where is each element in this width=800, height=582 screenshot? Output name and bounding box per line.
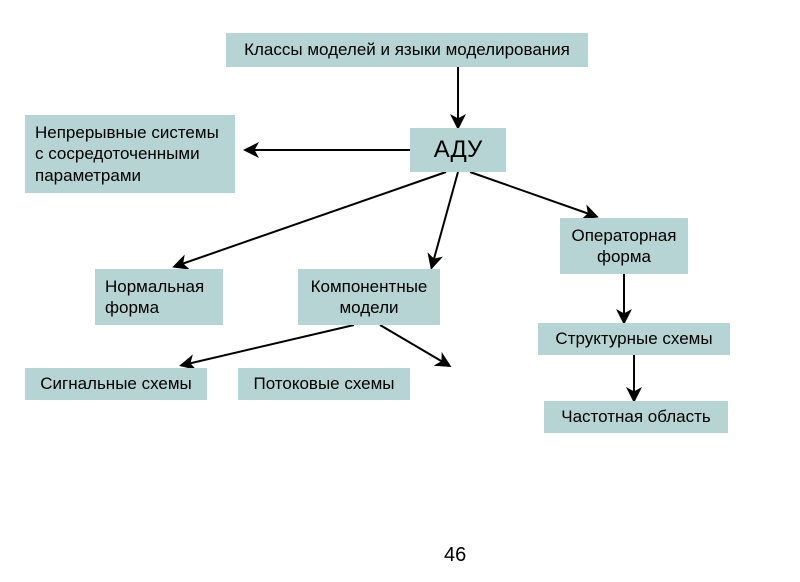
node-struct: Структурные схемы — [538, 323, 730, 355]
node-freq: Частотная область — [544, 401, 728, 433]
node-flow: Потоковые схемы — [238, 368, 410, 400]
diagram-canvas: Классы моделей и языки моделирования Непр… — [0, 0, 800, 582]
node-adu: АДУ — [410, 128, 506, 172]
node-title: Классы моделей и языки моделирования — [226, 33, 588, 67]
node-component: Компонентные модели — [298, 269, 440, 325]
edge-adu-operator — [470, 172, 595, 216]
node-cont: Непрерывные системы с сосредоточенными п… — [25, 115, 235, 193]
node-signal: Сигнальные схемы — [25, 368, 207, 400]
edge-component-signal — [183, 325, 354, 365]
edge-adu-component — [432, 172, 458, 266]
page-number: 46 — [444, 544, 466, 567]
node-normal: Нормальная форма — [95, 269, 223, 325]
edge-component-flow — [380, 325, 448, 365]
node-operator: Операторная форма — [560, 218, 688, 274]
